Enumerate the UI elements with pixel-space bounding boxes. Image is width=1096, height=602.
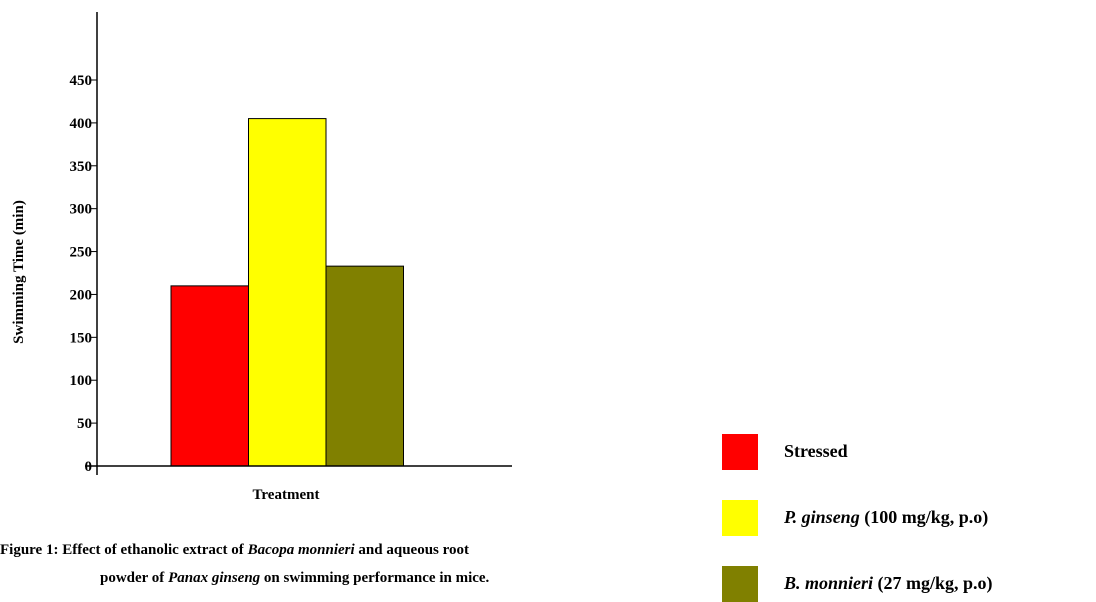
caption-text: on swimming performance in mice. bbox=[260, 570, 490, 586]
legend-label: Stressed bbox=[784, 441, 848, 461]
caption-text: and aqueous root bbox=[354, 542, 470, 558]
y-axis-title: Swimming Time (min) bbox=[11, 200, 27, 344]
y-tick-label: 100 bbox=[70, 373, 93, 389]
bars bbox=[170, 118, 404, 467]
legend-swatch bbox=[722, 500, 758, 536]
y-axis-ticks: 0 50 100 150 200 250 300 350 400 450 bbox=[70, 73, 97, 475]
y-tick-label: 50 bbox=[77, 416, 92, 432]
x-axis-title: Treatment bbox=[253, 487, 320, 503]
caption-line-1: Figure 1: Effect of ethanolic extract of… bbox=[0, 536, 469, 564]
legend-label: B. monnieri (27 mg/kg, p.o) bbox=[784, 573, 993, 593]
legend-swatch bbox=[722, 566, 758, 602]
y-tick-label: 400 bbox=[70, 116, 93, 132]
caption-species-name: Panax ginseng bbox=[168, 570, 261, 586]
y-tick-label: 350 bbox=[70, 159, 93, 175]
bar-1 bbox=[248, 118, 327, 467]
legend-label: P. ginseng (100 mg/kg, p.o) bbox=[784, 507, 989, 527]
y-tick-label: 150 bbox=[70, 330, 93, 346]
y-tick-label: 250 bbox=[70, 245, 93, 261]
caption-species-name: Bacopa monnieri bbox=[247, 542, 355, 558]
caption-text: powder of bbox=[100, 570, 169, 586]
legend-swatch bbox=[722, 434, 758, 470]
bar-0 bbox=[170, 285, 249, 467]
y-tick-label: 450 bbox=[70, 73, 93, 89]
y-tick-label: 200 bbox=[70, 287, 93, 303]
y-tick-label: 300 bbox=[70, 202, 93, 218]
caption-text: Figure 1: Effect of ethanolic extract of bbox=[0, 542, 248, 558]
y-tick-label: 0 bbox=[85, 459, 93, 475]
caption-line-2: powder of Panax ginseng on swimming perf… bbox=[100, 564, 489, 592]
bar-2 bbox=[325, 265, 404, 467]
